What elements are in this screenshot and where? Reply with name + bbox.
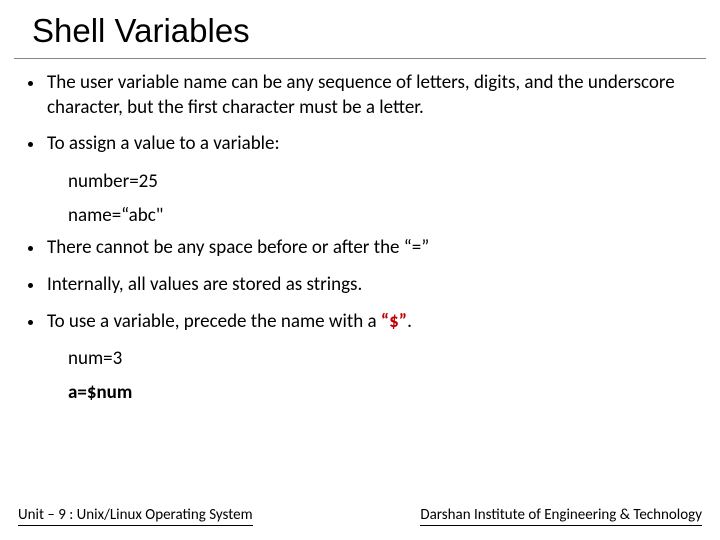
- bullet-text-post: .: [407, 310, 412, 333]
- bullet-item: Internally, all values are stored as str…: [28, 273, 692, 298]
- bullet-text-pre: To use a variable, precede the name with…: [47, 310, 381, 333]
- footer-left: Unit – 9 : Unix/Linux Operating System: [18, 506, 253, 526]
- bullet-text: To assign a value to a variable:: [47, 132, 692, 157]
- bullet-dot-icon: [28, 81, 33, 86]
- bullet-item: To use a variable, precede the name with…: [28, 310, 692, 335]
- slide-title: Shell Variables: [14, 0, 706, 59]
- bullet-dot-icon: [28, 246, 33, 251]
- bullet-text: The user variable name can be any sequen…: [47, 71, 692, 120]
- sub-item: num=3: [68, 346, 692, 372]
- highlight-text: “$”: [381, 310, 407, 333]
- footer-right: Darshan Institute of Engineering & Techn…: [420, 506, 702, 526]
- bullet-text: There cannot be any space before or afte…: [47, 236, 692, 261]
- bullet-dot-icon: [28, 142, 33, 147]
- bullet-item: There cannot be any space before or afte…: [28, 236, 692, 261]
- sub-item: name=“abc": [68, 203, 692, 229]
- bullet-item: The user variable name can be any sequen…: [28, 71, 692, 120]
- sub-item: a=$num: [68, 380, 692, 406]
- bullet-dot-icon: [28, 283, 33, 288]
- bullet-text: Internally, all values are stored as str…: [47, 273, 692, 298]
- sub-item: number=25: [68, 169, 692, 195]
- slide-footer: Unit – 9 : Unix/Linux Operating System D…: [0, 506, 720, 526]
- bullet-dot-icon: [28, 320, 33, 325]
- bullet-text: To use a variable, precede the name with…: [47, 310, 692, 335]
- slide-content: The user variable name can be any sequen…: [0, 59, 720, 406]
- bullet-item: To assign a value to a variable:: [28, 132, 692, 157]
